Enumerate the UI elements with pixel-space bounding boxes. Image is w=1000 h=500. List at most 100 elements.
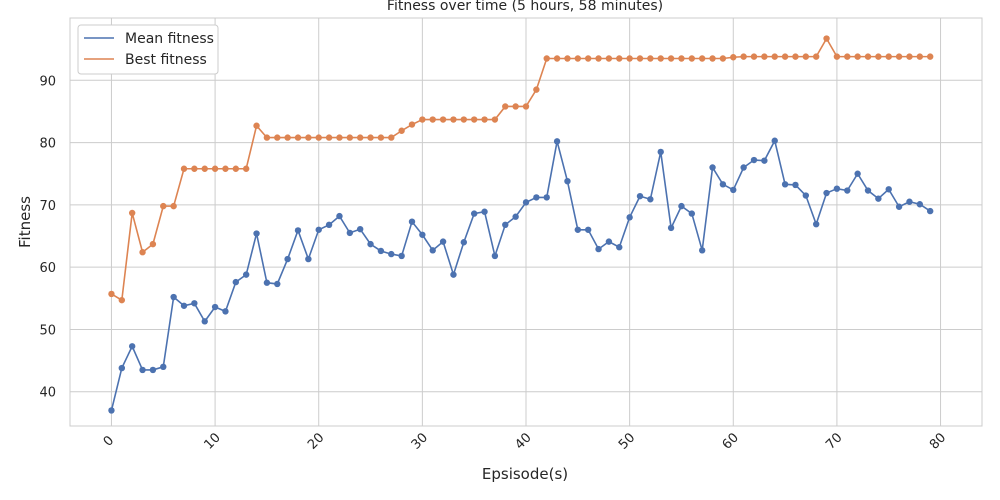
data-point-best-fitness xyxy=(481,116,488,123)
data-point-mean-fitness xyxy=(439,238,447,245)
data-point-mean-fitness xyxy=(626,214,633,221)
data-point-mean-fitness xyxy=(844,187,851,194)
data-point-best-fitness xyxy=(263,134,271,141)
data-point-best-fitness xyxy=(740,53,747,60)
data-point-mean-fitness xyxy=(688,210,696,217)
x-tick-label: 80 xyxy=(927,430,949,452)
data-point-mean-fitness xyxy=(108,407,115,414)
data-point-best-fitness xyxy=(346,134,354,141)
data-point-best-fitness xyxy=(128,209,136,217)
data-point-mean-fitness xyxy=(502,221,509,229)
x-axis-label: Epsisode(s) xyxy=(482,465,568,483)
x-tick-label: 0 xyxy=(101,433,117,449)
data-point-best-fitness xyxy=(180,165,188,172)
x-tick-label: 20 xyxy=(305,430,327,452)
data-point-mean-fitness xyxy=(864,187,872,194)
data-point-mean-fitness xyxy=(419,231,426,238)
data-point-best-fitness xyxy=(895,53,903,60)
data-point-best-fitness xyxy=(160,202,167,210)
grid xyxy=(70,18,982,426)
data-point-mean-fitness xyxy=(274,280,281,288)
data-point-mean-fitness xyxy=(885,186,892,193)
data-point-best-fitness xyxy=(325,134,333,141)
data-point-mean-fitness xyxy=(564,178,571,185)
y-axis-label: Fitness xyxy=(16,196,34,248)
data-point-best-fitness xyxy=(460,116,468,123)
y-tick-label: 70 xyxy=(39,199,56,214)
data-point-best-fitness xyxy=(211,165,219,172)
data-point-mean-fitness xyxy=(802,192,810,199)
series-line-mean-fitness xyxy=(110,138,931,411)
data-point-best-fitness xyxy=(294,134,302,141)
data-point-best-fitness xyxy=(429,116,436,123)
data-point-mean-fitness xyxy=(906,198,913,205)
data-point-best-fitness xyxy=(678,55,685,62)
data-point-mean-fitness xyxy=(854,170,861,177)
data-point-mean-fitness xyxy=(242,271,250,278)
data-point-best-fitness xyxy=(502,103,509,110)
data-point-mean-fitness xyxy=(553,138,561,145)
data-point-best-fitness xyxy=(377,134,385,141)
data-point-mean-fitness xyxy=(657,148,664,156)
x-tick-label: 40 xyxy=(512,430,534,452)
data-point-mean-fitness xyxy=(833,185,841,192)
data-point-best-fitness xyxy=(864,53,872,60)
data-point-mean-fitness xyxy=(377,247,385,255)
data-point-best-fitness xyxy=(636,55,644,62)
data-point-mean-fitness xyxy=(916,201,924,208)
data-point-best-fitness xyxy=(108,290,115,298)
data-point-mean-fitness xyxy=(781,181,789,188)
data-point-mean-fitness xyxy=(191,300,198,307)
data-point-mean-fitness xyxy=(605,238,613,245)
x-tick-label: 30 xyxy=(409,430,431,452)
data-point-mean-fitness xyxy=(647,196,654,203)
data-point-best-fitness xyxy=(916,53,924,60)
data-point-best-fitness xyxy=(450,116,457,123)
data-point-mean-fitness xyxy=(222,308,229,315)
data-point-mean-fitness xyxy=(180,302,188,309)
data-point-mean-fitness xyxy=(139,366,146,374)
data-point-mean-fitness xyxy=(201,318,208,325)
data-point-best-fitness xyxy=(533,86,540,93)
x-tick-label: 60 xyxy=(720,430,742,452)
data-point-best-fitness xyxy=(802,53,810,60)
data-point-mean-fitness xyxy=(470,210,478,217)
data-point-best-fitness xyxy=(336,134,343,141)
data-point-best-fitness xyxy=(926,53,934,60)
data-point-best-fitness xyxy=(253,122,260,129)
plot-frame xyxy=(69,17,983,427)
data-point-best-fitness xyxy=(688,55,696,62)
y-tick-label: 50 xyxy=(39,323,56,338)
data-point-mean-fitness xyxy=(730,186,737,194)
data-point-mean-fitness xyxy=(429,247,436,254)
x-tick-label: 50 xyxy=(616,430,638,452)
chart-title: Fitness over time (5 hours, 58 minutes) xyxy=(387,0,663,14)
data-point-mean-fitness xyxy=(460,239,468,246)
data-point-best-fitness xyxy=(305,134,312,141)
data-point-best-fitness xyxy=(823,35,830,42)
data-point-mean-fitness xyxy=(616,244,623,251)
data-point-mean-fitness xyxy=(356,225,364,233)
data-point-mean-fitness xyxy=(636,192,644,200)
data-point-best-fitness xyxy=(118,296,126,304)
data-point-mean-fitness xyxy=(823,189,830,197)
data-point-best-fitness xyxy=(761,53,768,60)
data-point-mean-fitness xyxy=(584,226,592,233)
data-point-best-fitness xyxy=(491,116,499,123)
data-point-mean-fitness xyxy=(761,157,768,164)
series-layer xyxy=(108,35,934,414)
data-point-best-fitness xyxy=(781,53,789,60)
data-point-best-fitness xyxy=(584,55,592,62)
data-point-best-fitness xyxy=(419,116,426,123)
data-point-best-fitness xyxy=(512,103,519,110)
data-point-best-fitness xyxy=(315,134,322,141)
data-point-mean-fitness xyxy=(408,218,416,225)
data-point-mean-fitness xyxy=(325,221,333,229)
data-point-best-fitness xyxy=(771,53,778,60)
data-point-mean-fitness xyxy=(491,252,499,260)
data-point-best-fitness xyxy=(667,55,675,62)
data-point-mean-fitness xyxy=(315,226,322,233)
data-point-best-fitness xyxy=(574,55,582,62)
data-point-mean-fitness xyxy=(522,199,530,206)
data-point-best-fitness xyxy=(367,134,374,141)
